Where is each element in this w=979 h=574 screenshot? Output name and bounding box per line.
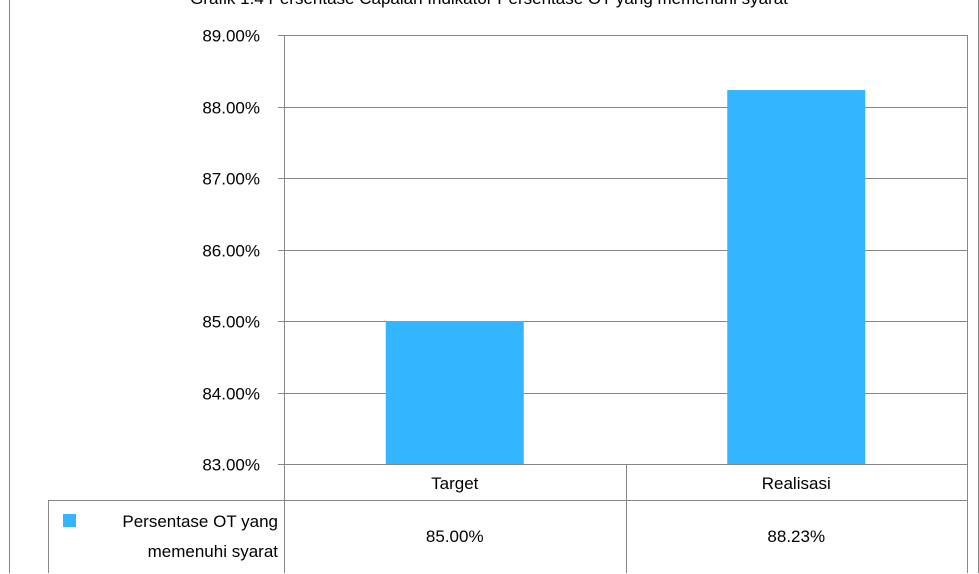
data-table-value: 88.23% [767, 527, 825, 546]
data-table-value: 85.00% [426, 527, 484, 546]
bar-realisasi [727, 90, 866, 465]
legend-label-line2: memenuhi syarat [148, 542, 279, 561]
y-tick-label: 86.00% [202, 242, 260, 261]
bars [385, 90, 866, 465]
y-tick-label: 85.00% [202, 313, 260, 332]
legend-label-line1: Persentase OT yang [122, 512, 278, 531]
category-label: Target [431, 474, 479, 493]
category-label: Realisasi [762, 474, 831, 493]
legend-key [63, 514, 76, 527]
data-table: Target Realisasi 85.00% 88.23% Persentase OT… [48, 35, 968, 573]
y-tick-label: 88.00% [202, 99, 260, 118]
y-tick-label: 89.00% [202, 27, 260, 46]
y-tick-label: 87.00% [202, 170, 260, 189]
y-tick-label: 84.00% [202, 385, 260, 404]
bar-target [385, 321, 524, 464]
top-caption-partial: Grafik 1.4 Persentase Capaian Indikator … [190, 0, 788, 8]
y-tick-label: 83.00% [202, 456, 260, 475]
y-axis-ticks: 89.00% 88.00% 87.00% 86.00% 85.00% 84.00% 83.0… [202, 27, 260, 475]
